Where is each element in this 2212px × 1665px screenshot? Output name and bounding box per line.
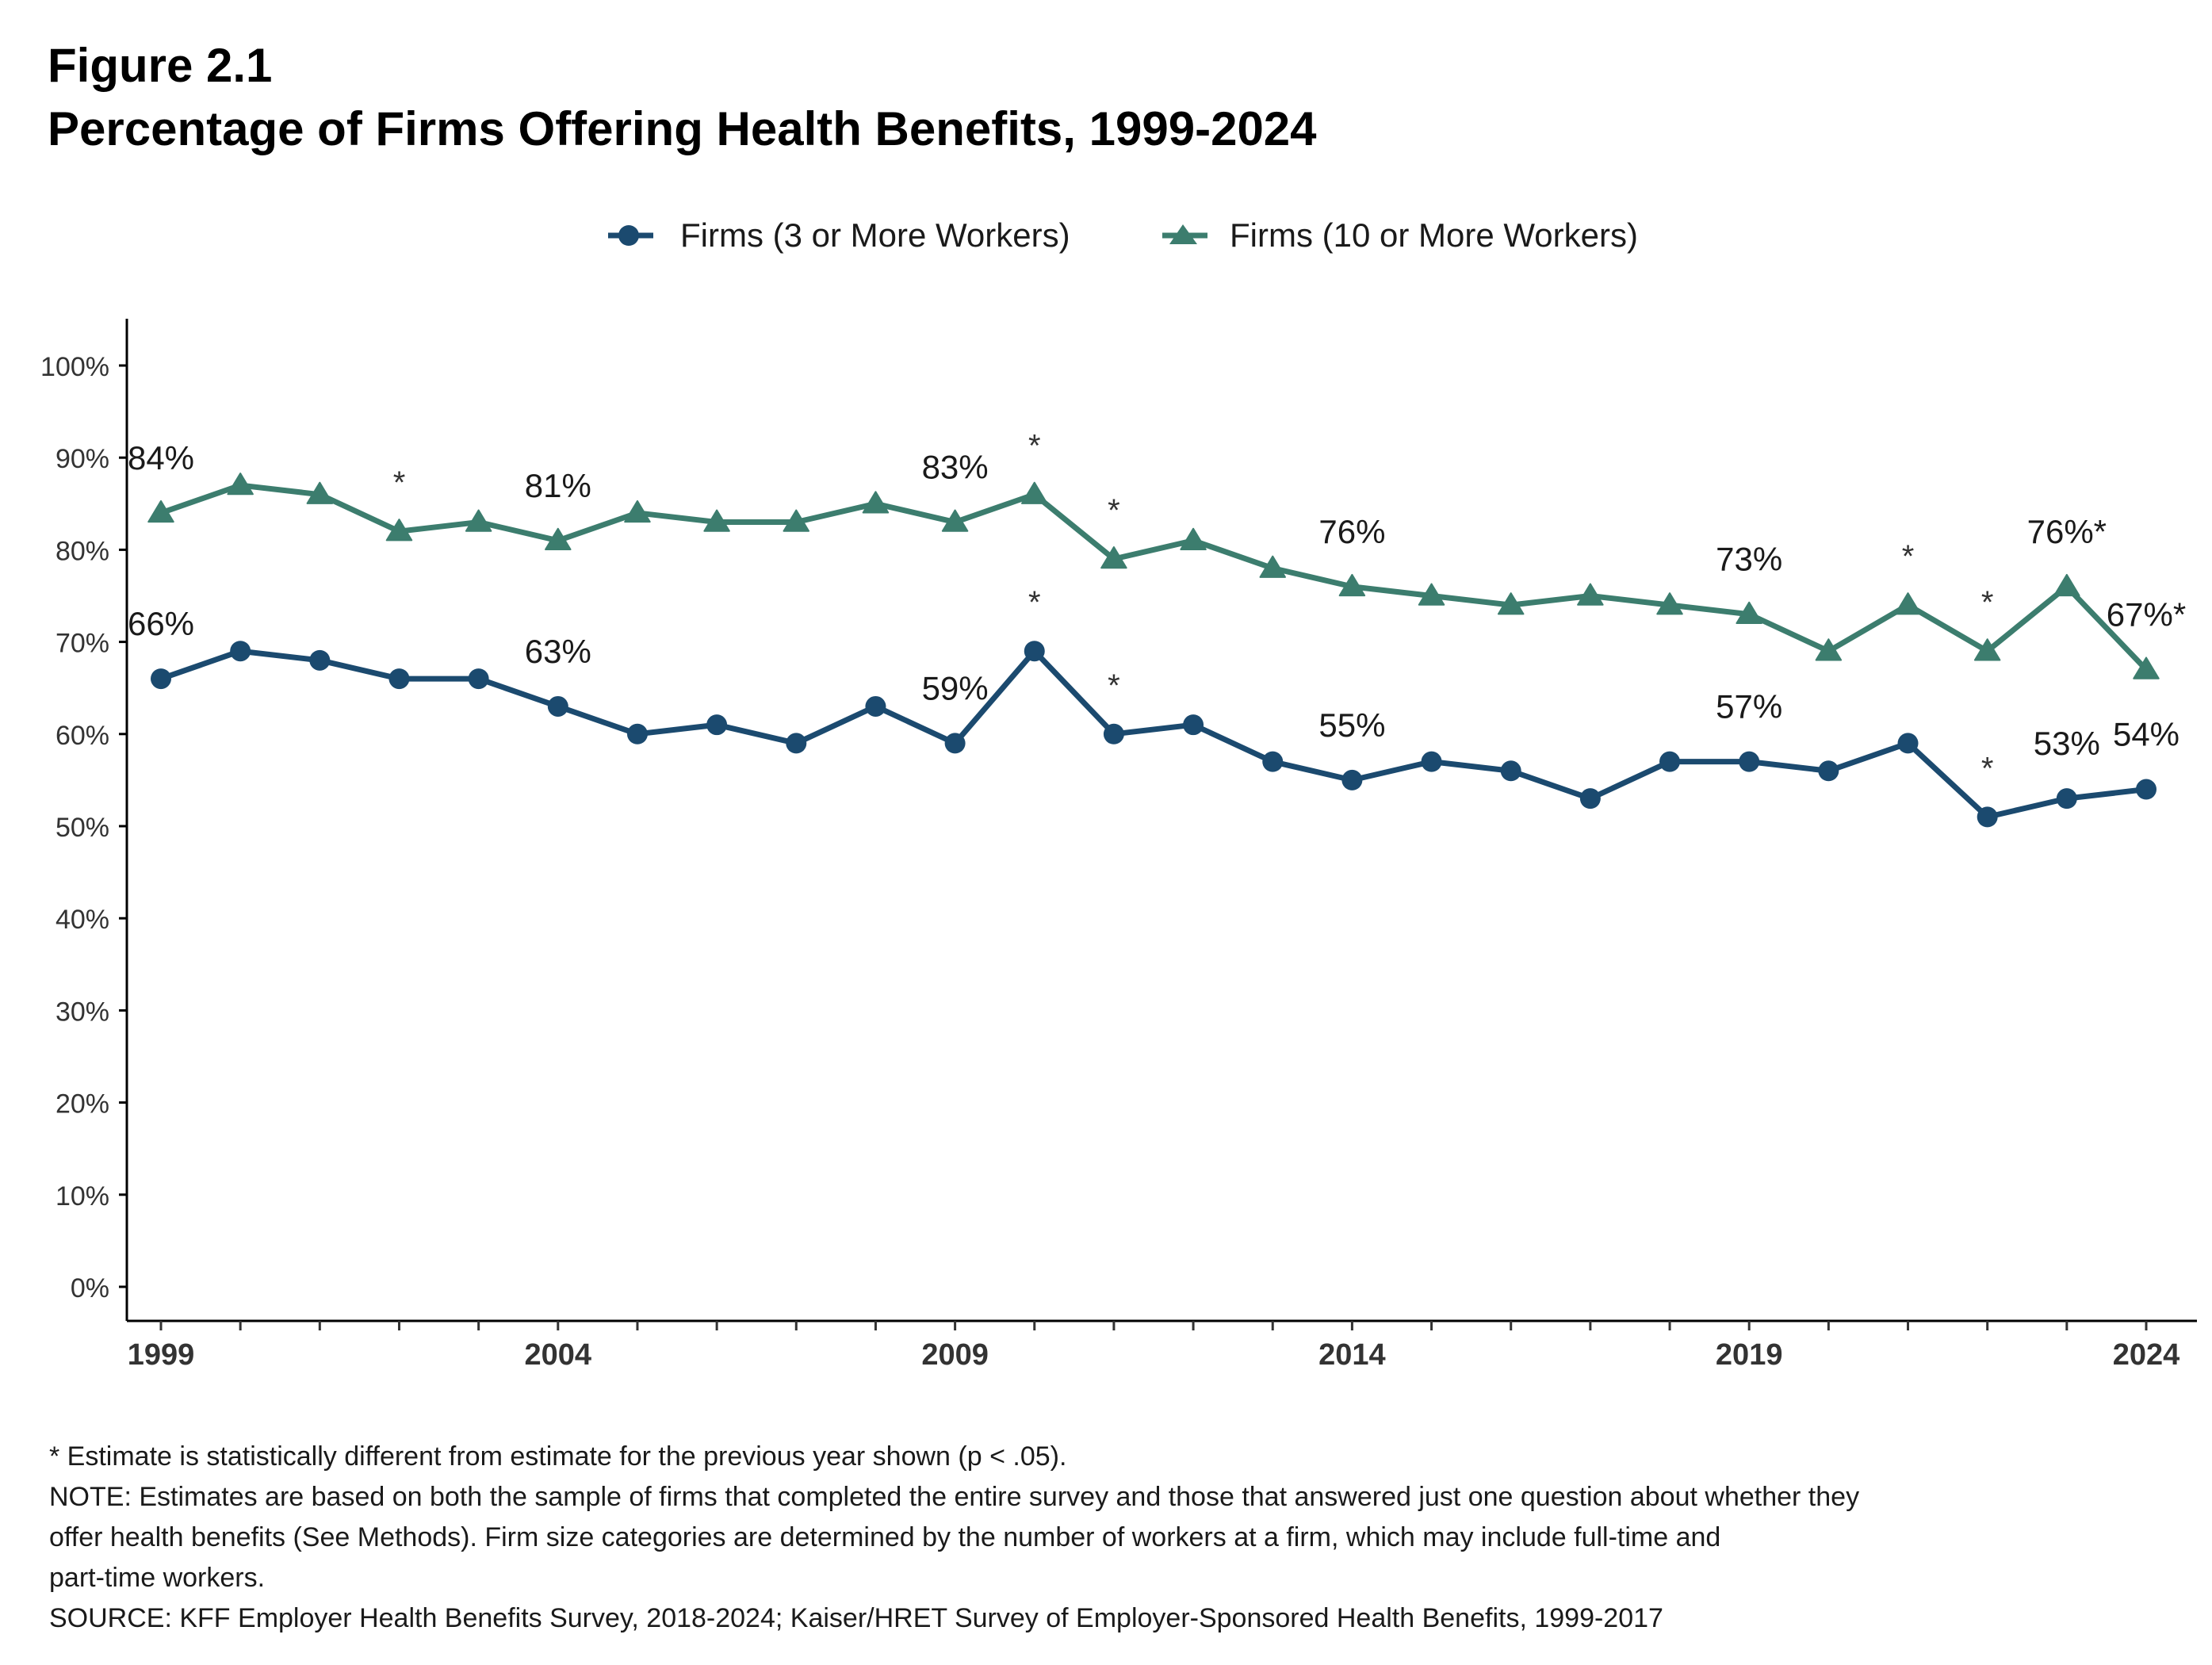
svg-text:50%: 50% [55,813,109,843]
svg-text:90%: 90% [55,444,109,474]
svg-text:2004: 2004 [525,1338,592,1372]
svg-text:80%: 80% [55,536,109,566]
svg-text:*: * [1108,668,1120,703]
svg-text:55%: 55% [1318,706,1385,744]
svg-text:57%: 57% [1716,688,1782,725]
svg-text:63%: 63% [525,633,591,670]
svg-text:*: * [1108,493,1120,528]
svg-text:10%: 10% [55,1181,109,1211]
svg-text:20%: 20% [55,1089,109,1120]
svg-text:81%: 81% [525,467,591,504]
svg-text:60%: 60% [55,721,109,751]
svg-text:84%: 84% [128,439,194,477]
svg-text:67%*: 67%* [2107,595,2186,633]
svg-text:54%: 54% [2113,716,2179,753]
svg-text:1999: 1999 [128,1338,195,1372]
svg-text:2014: 2014 [1318,1338,1386,1372]
svg-text:*: * [1981,585,1994,620]
svg-text:59%: 59% [922,669,989,706]
svg-text:2009: 2009 [921,1338,989,1372]
svg-text:73%: 73% [1716,541,1782,578]
svg-text:30%: 30% [55,997,109,1027]
svg-text:*: * [1902,539,1915,574]
svg-text:2019: 2019 [1716,1338,1783,1372]
svg-text:76%: 76% [1318,513,1385,550]
svg-text:53%: 53% [2034,725,2100,762]
svg-text:*: * [393,465,406,500]
svg-text:2024: 2024 [2113,1338,2180,1372]
svg-text:0%: 0% [71,1273,109,1303]
svg-text:70%: 70% [55,629,109,659]
svg-text:100%: 100% [40,352,109,382]
svg-text:*: * [1981,751,1994,786]
svg-text:40%: 40% [55,905,109,935]
svg-text:83%: 83% [922,449,989,486]
svg-text:76%*: 76%* [2027,513,2107,550]
svg-text:*: * [1028,585,1041,620]
svg-text:*: * [1028,429,1041,464]
svg-text:66%: 66% [128,605,194,642]
